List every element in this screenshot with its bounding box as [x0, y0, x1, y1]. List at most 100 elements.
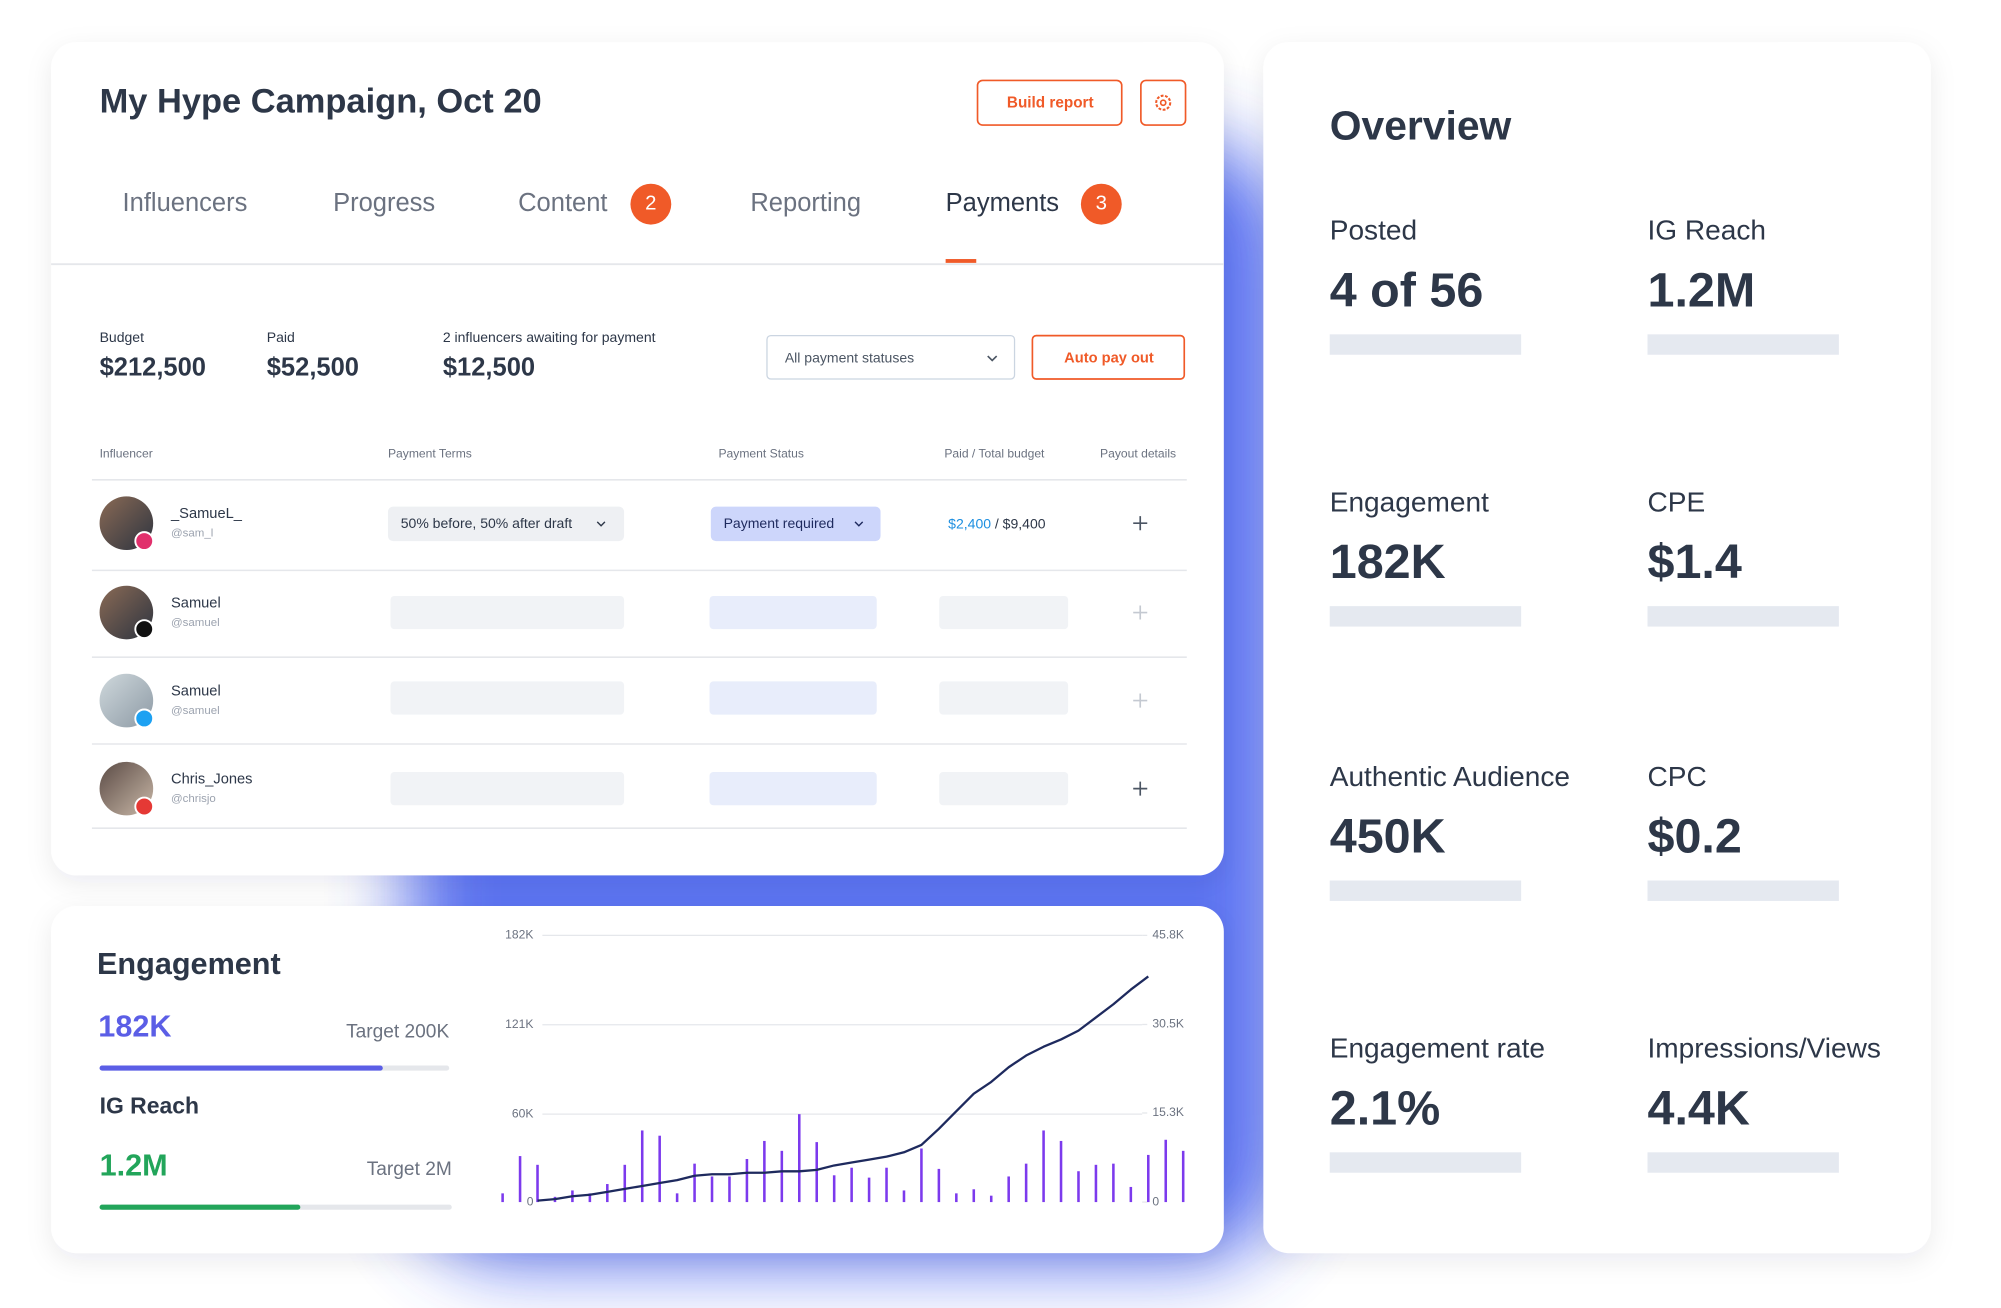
placeholder: [939, 681, 1069, 715]
metric-target: Target 2M: [367, 1159, 452, 1180]
tab-active[interactable]: Payments: [946, 189, 1059, 217]
bar: [797, 1114, 801, 1203]
button-label[interactable]: Build report: [1007, 94, 1094, 111]
placeholder: [1329, 606, 1522, 627]
metric-label: IG Reach: [1647, 215, 1766, 246]
terms-pill[interactable]: [387, 506, 625, 542]
column-header: Payment Terms: [388, 446, 472, 460]
placeholder: [1647, 606, 1839, 627]
bar: [1077, 1171, 1080, 1203]
placeholder: [1647, 880, 1839, 901]
engagement-card: Engagement 182K Target 200K IG Reach 1.2…: [51, 906, 1224, 1254]
tab[interactable]: Influencers: [123, 189, 248, 217]
influencer-name: Chris_Jones: [171, 772, 252, 788]
column-header: Payout details: [1100, 446, 1176, 460]
placeholder: [1329, 880, 1522, 901]
bar: [1181, 1150, 1185, 1203]
summary-value: $52,500: [267, 354, 359, 382]
metric-label: CPC: [1647, 761, 1706, 792]
table-row: Samuel @samuel: [99, 673, 1148, 729]
tab[interactable]: Progress: [333, 189, 435, 217]
placeholder: [709, 772, 877, 806]
settings-button[interactable]: [1140, 79, 1187, 126]
influencer-handle: @samuel: [171, 705, 220, 717]
bar: [832, 1175, 836, 1203]
tab[interactable]: Reporting: [750, 189, 861, 217]
y-tick-label: 182K: [505, 928, 533, 942]
influencer-name: Samuel: [171, 684, 221, 700]
instagram-badge: [134, 531, 155, 551]
bar: [1129, 1186, 1133, 1203]
column-header: Influencer: [100, 446, 153, 460]
placeholder: [939, 595, 1069, 630]
metric-value: 4 of 56: [1330, 263, 1484, 317]
metric-label: IG Reach: [100, 1093, 200, 1119]
summary-label: 2 influencers awaiting for payment: [443, 329, 656, 345]
expand-icon[interactable]: [1133, 693, 1148, 708]
influencer-name: Samuel: [171, 595, 221, 611]
placeholder: [390, 595, 625, 630]
youtube-badge: [134, 796, 155, 817]
progress-fill: [99, 1204, 301, 1210]
y-tick-label: 60K: [512, 1106, 534, 1120]
expand-icon[interactable]: [1133, 516, 1148, 531]
summary-value: $12,500: [443, 354, 535, 382]
bar: [536, 1164, 539, 1203]
y-tick-label: 0: [527, 1194, 534, 1208]
bar: [606, 1184, 609, 1203]
summary-label: Paid: [267, 329, 295, 345]
engagement-title: Engagement: [97, 947, 281, 981]
bar: [588, 1193, 592, 1203]
button-label[interactable]: Auto pay out: [1064, 350, 1154, 366]
total-amount: / $9,400: [995, 515, 1046, 531]
paid-total: $2,400/ $9,400: [948, 515, 1046, 531]
campaign-card: My Hype Campaign, Oct 20 Build report In…: [51, 42, 1224, 876]
metric-value: 450K: [1330, 809, 1446, 863]
expand-icon[interactable]: [1133, 781, 1148, 796]
payments-table: Influencer Payment Terms Payment Status …: [91, 446, 1187, 829]
campaign-title: My Hype Campaign, Oct 20: [100, 82, 542, 120]
bar: [1024, 1163, 1028, 1203]
bar: [728, 1176, 731, 1203]
placeholder: [390, 772, 625, 806]
bar: [1059, 1140, 1063, 1203]
metric-label: Impressions/Views: [1647, 1033, 1880, 1064]
placeholder: [709, 681, 877, 715]
placeholder: [1329, 334, 1522, 355]
metric-value: 182K: [1330, 535, 1446, 589]
metric-value: 1.2M: [1647, 263, 1755, 317]
build-report-button[interactable]: Build report: [976, 79, 1123, 126]
y-tick-label: 121K: [505, 1017, 533, 1031]
table-row: Samuel @samuel: [99, 585, 1148, 640]
status-pill[interactable]: [710, 506, 881, 542]
bar: [885, 1167, 888, 1203]
status-select[interactable]: All payment statuses: [766, 334, 1016, 380]
tab[interactable]: Content: [518, 189, 607, 217]
select-label[interactable]: All payment statuses: [785, 349, 914, 365]
metric-target: Target 200K: [346, 1021, 449, 1042]
bar: [1147, 1154, 1150, 1203]
progress-fill: [99, 1065, 383, 1071]
tab-underline: [945, 259, 977, 263]
placeholder: [1329, 1152, 1522, 1173]
y2-tick-label: 15.3K: [1152, 1105, 1184, 1119]
metric-label: Posted: [1330, 215, 1417, 246]
line: [537, 975, 1149, 1202]
terms-label[interactable]: 50% before, 50% after draft: [401, 515, 573, 531]
placeholder: [1647, 1152, 1839, 1173]
bar: [937, 1168, 941, 1203]
expand-icon[interactable]: [1133, 605, 1148, 620]
summary: Budget $212,500 Paid $52,500 2 influence…: [100, 329, 656, 382]
auto-pay-button[interactable]: Auto pay out: [1031, 334, 1186, 380]
summary-value: $212,500: [100, 354, 206, 382]
influencer-handle: @chrisjo: [171, 793, 216, 805]
tab-badge-bg: [1080, 183, 1122, 225]
metric-value: 2.1%: [1330, 1081, 1441, 1135]
status-label[interactable]: Payment required: [724, 515, 835, 531]
summary-label: Budget: [100, 329, 145, 345]
bar: [902, 1190, 906, 1203]
bar: [1164, 1139, 1168, 1203]
column-header: Payment Status: [718, 446, 803, 460]
bar: [972, 1189, 976, 1203]
